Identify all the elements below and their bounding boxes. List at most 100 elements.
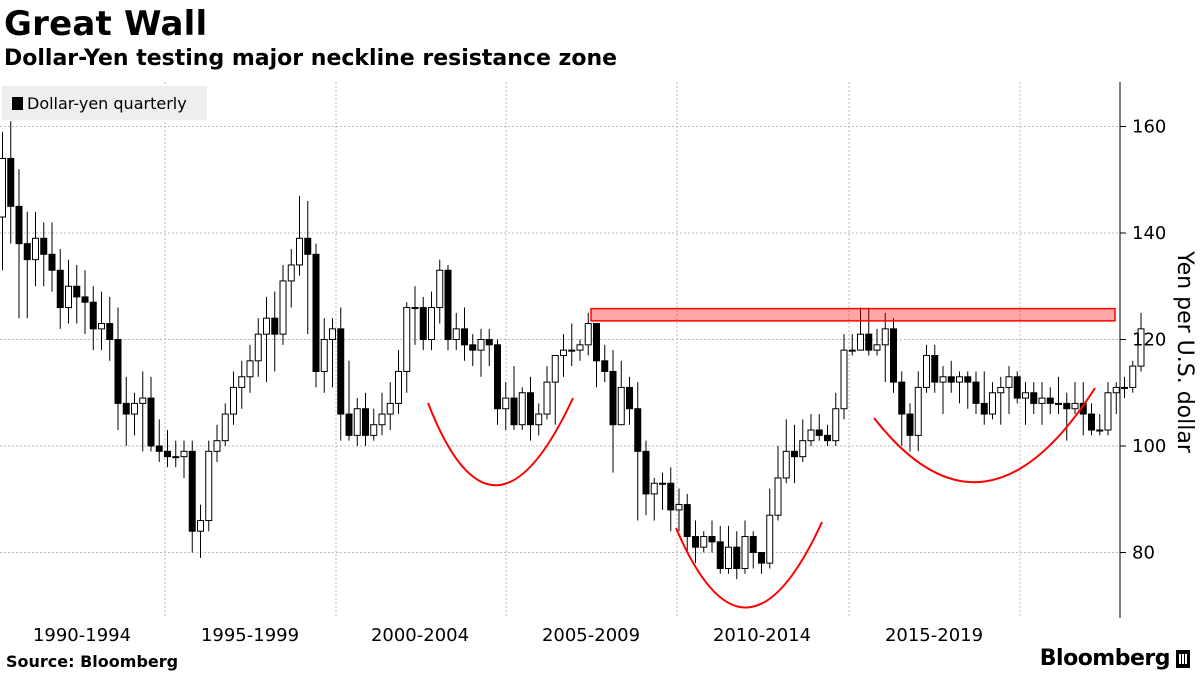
candle-body <box>1112 386 1120 394</box>
candle-body <box>601 360 609 372</box>
candle-body <box>716 541 724 569</box>
candle-body <box>205 450 213 522</box>
candle <box>675 488 683 532</box>
candle-body <box>815 429 823 436</box>
candle <box>1071 382 1079 415</box>
candle <box>708 520 716 553</box>
candle-body <box>428 307 435 340</box>
candle <box>898 371 906 446</box>
candle-body <box>403 307 411 372</box>
candle <box>774 446 782 521</box>
candle-body <box>155 445 163 452</box>
candle <box>832 392 840 446</box>
candle <box>642 440 650 516</box>
candle <box>758 552 765 574</box>
candle-body <box>246 360 254 378</box>
candle <box>700 531 708 553</box>
chart-title: Great Wall <box>4 4 208 44</box>
candle-body <box>7 157 15 207</box>
candle-body <box>692 536 699 548</box>
candle-body <box>1071 402 1079 410</box>
y-tick-label: 160 <box>1132 117 1166 138</box>
candle-body <box>675 504 683 511</box>
candle <box>1088 403 1095 436</box>
arc-annotation <box>427 397 574 487</box>
candle <box>73 264 81 324</box>
candle-body <box>386 402 394 415</box>
candle-body <box>593 323 600 362</box>
candle <box>89 286 97 351</box>
candle <box>782 419 790 484</box>
candle <box>40 222 48 287</box>
candle-body <box>98 323 105 330</box>
candle <box>923 344 930 393</box>
y-tick-label: 100 <box>1132 436 1166 457</box>
candle-body <box>411 307 419 310</box>
arc-annotation <box>675 521 823 609</box>
candle <box>139 371 147 452</box>
candle-body <box>1137 328 1145 367</box>
y-axis-ticks: 80 100 120 140 160 <box>1120 117 1166 564</box>
candle <box>815 414 823 441</box>
legend-swatch <box>12 96 23 110</box>
candle <box>518 387 526 431</box>
candle-body <box>238 376 246 388</box>
candle <box>147 376 155 452</box>
candle <box>122 376 130 446</box>
candle <box>279 264 287 345</box>
neckline-resistance-zone <box>590 307 1116 322</box>
candle-body <box>469 344 477 351</box>
candle <box>997 376 1005 425</box>
candle-body <box>89 301 97 330</box>
candle-body <box>287 264 295 282</box>
candle <box>395 350 402 415</box>
candle <box>197 504 204 558</box>
candle <box>337 307 345 441</box>
candle-body <box>576 344 584 351</box>
source-note: Source: Bloomberg <box>6 652 179 671</box>
candle <box>634 382 642 521</box>
candle <box>7 121 15 244</box>
candle-body <box>230 386 237 415</box>
candle <box>939 366 947 415</box>
candle <box>807 414 815 446</box>
candle <box>81 270 89 335</box>
brand-logo: Bloomberg <box>1040 646 1190 671</box>
candle <box>1063 392 1071 441</box>
candle-body <box>914 386 922 436</box>
candle-body <box>560 349 567 356</box>
candle-body <box>700 536 708 548</box>
candle <box>164 430 171 468</box>
candle <box>0 131 6 271</box>
candle-body <box>931 354 939 383</box>
candle-body <box>1030 392 1038 404</box>
candle-body <box>972 381 980 404</box>
y-tick-label: 140 <box>1132 223 1166 244</box>
candle <box>543 366 551 420</box>
candle <box>980 371 988 425</box>
candle-body <box>568 349 576 352</box>
candle-body <box>1088 413 1095 431</box>
candle-body <box>40 237 48 255</box>
candlestick-series <box>0 121 1145 580</box>
candle <box>609 350 617 473</box>
candle-body <box>865 333 873 351</box>
candle <box>659 472 666 510</box>
candle <box>956 371 963 404</box>
candle <box>213 424 221 462</box>
candle-body <box>345 413 353 436</box>
candle <box>749 531 757 569</box>
candle <box>370 408 378 441</box>
candle <box>667 467 675 532</box>
candle-body <box>1013 376 1021 399</box>
x-tick-label: 1995-1999 <box>201 625 299 646</box>
brand-name: Bloomberg <box>1039 646 1171 671</box>
candle-body <box>419 307 427 340</box>
candle-body <box>461 328 468 346</box>
candle-body <box>56 269 64 309</box>
candle-body <box>659 482 666 485</box>
candle <box>271 291 279 372</box>
candle-body <box>683 504 691 538</box>
legend-label: Dollar-yen quarterly <box>27 93 187 113</box>
